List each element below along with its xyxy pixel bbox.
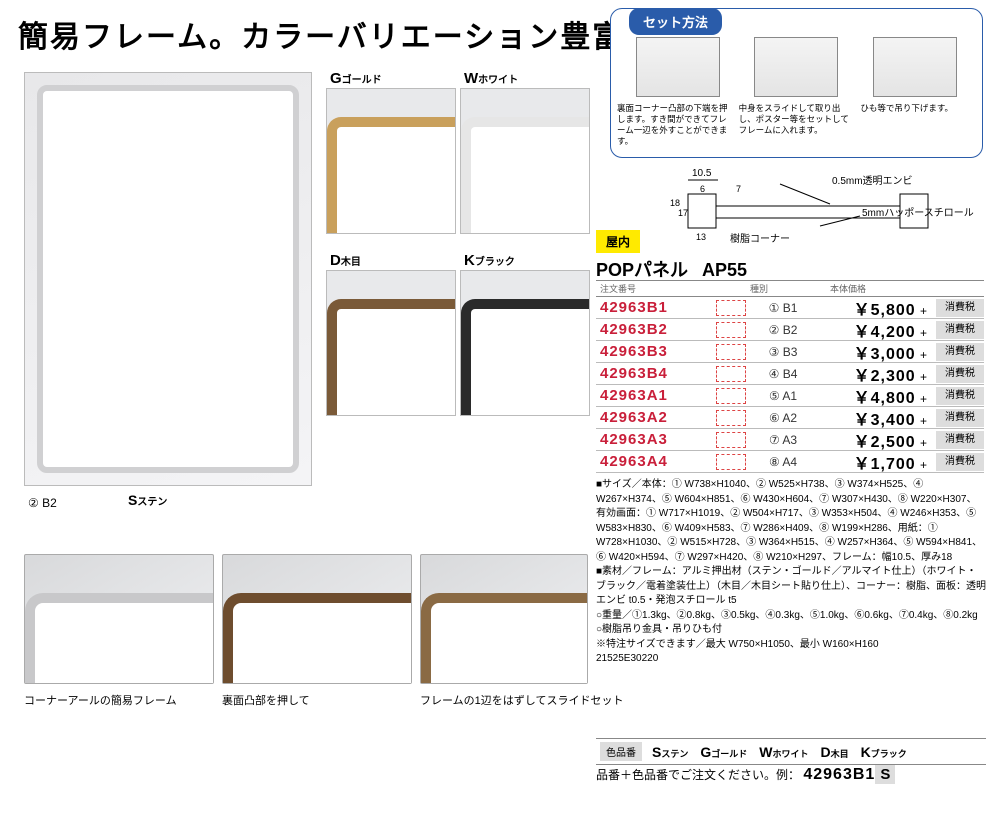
price-row: 42963B1 ① B1 ￥5,800 + 消費税 [596,297,984,319]
color-box [716,366,746,382]
color-box [716,344,746,360]
tax-label: 消費税 [936,343,984,361]
set-icon-2 [754,37,838,97]
detail-image-3 [420,554,588,684]
price-row: 42963A1 ⑤ A1 ￥4,800 + 消費税 [596,385,984,407]
tax-label: 消費税 [936,365,984,383]
set-caption-1: 裏面コーナー凸部の下端を押します。すき間ができてフレーム一辺を外すことができます… [617,103,733,147]
svg-text:13: 13 [696,232,706,242]
order-number: 42963A3 [596,431,716,448]
spec-line: ※特注サイズできます／最大 W750×H1050、最小 W160×H160 [596,638,986,653]
indoor-badge: 屋内 [596,230,640,253]
svg-text:18: 18 [670,198,680,208]
color-code-w: Wホワイト [759,744,808,760]
svg-text:10.5: 10.5 [692,168,712,179]
size-type: ⑤ A1 [746,389,820,403]
col-type: 種別 [746,281,826,296]
color-box [716,432,746,448]
order-number: 42963A4 [596,453,716,470]
price-row: 42963A4 ⑧ A4 ￥1,700 + 消費税 [596,451,984,473]
spec-line: ■サイズ／本体：① W738×H1040、② W525×H738、③ W374×… [596,478,986,565]
color-code-d: D木目 [821,744,849,760]
size-type: ① B1 [746,301,820,315]
price-value: ￥5,800 + [820,296,932,320]
tax-label: 消費税 [936,431,984,449]
color-codes-row: 色品番 SステンGゴールドWホワイトD木目Kブラック [596,738,986,765]
size-type: ③ B3 [746,345,820,359]
spec-line: ○樹脂吊り金具・吊りひも付 [596,623,986,638]
svg-text:6: 6 [700,184,705,194]
tax-label: 消費税 [936,321,984,339]
col-order: 注文番号 [596,281,746,296]
svg-text:5mmハッポースチロール: 5mmハッポースチロール [862,207,974,219]
tax-label: 消費税 [936,453,984,471]
price-table: 注文番号 種別 本体価格 42963B1 ① B1 ￥5,800 + 消費税42… [596,280,984,473]
order-number: 42963B4 [596,365,716,382]
set-icon-3 [873,37,957,97]
price-row: 42963B2 ② B2 ￥4,200 + 消費税 [596,319,984,341]
product-title: POPパネルAP55 [596,256,747,282]
order-number: 42963A1 [596,387,716,404]
spec-line: 21525E30220 [596,652,986,667]
color-code-g: Gゴールド [700,744,747,760]
specs-block: ■サイズ／本体：① W738×H1040、② W525×H738、③ W374×… [596,478,986,667]
size-type: ④ B4 [746,367,820,381]
spec-line: ○重量／①1.3kg、②0.8kg、③0.5kg、④0.3kg、⑤1.0kg、⑥… [596,609,986,624]
detail-image-2 [222,554,412,684]
swatch-g: Gゴールド [326,72,456,234]
price-row: 42963B3 ③ B3 ￥3,000 + 消費税 [596,341,984,363]
color-box [716,322,746,338]
main-color-label: Sステン [128,492,167,508]
main-product-image [24,72,312,486]
price-value: ￥3,000 + [820,340,932,364]
detail-caption-1: コーナーアールの簡易フレーム [24,692,177,708]
color-box [716,410,746,426]
color-box [716,300,746,316]
size-type: ② B2 [746,323,820,337]
order-example: 品番＋色品番でご注文ください。例： 42963B1S [596,766,895,784]
size-type: ⑦ A3 [746,433,820,447]
svg-text:7: 7 [736,184,741,194]
detail-image-1 [24,554,214,684]
color-box [716,454,746,470]
set-caption-2: 中身をスライドして取り出し、ポスター等をセットしてフレームに入れます。 [739,103,855,147]
set-method-badge: セット方法 [629,8,722,35]
price-row: 42963A2 ⑥ A2 ￥3,400 + 消費税 [596,407,984,429]
set-method-box: セット方法 裏面コーナー凸部の下端を押します。すき間ができてフレーム一辺を外すこ… [610,8,983,158]
svg-text:0.5mm透明エンビ: 0.5mm透明エンビ [832,175,913,187]
color-code-s: Sステン [652,744,688,760]
tax-label: 消費税 [936,409,984,427]
price-value: ￥4,800 + [820,384,932,408]
cross-section-diagram: 10.5 6 7 18 17 13 0.5mm透明エンビ 5mmハッポースチロー… [600,166,990,246]
swatch-w: Wホワイト [460,72,590,234]
spec-line: ■素材／フレーム：アルミ押出材（ステン・ゴールド／アルマイト仕上）（ホワイト・ブ… [596,565,986,609]
price-value: ￥1,700 + [820,450,932,474]
tax-label: 消費税 [936,299,984,317]
order-number: 42963B3 [596,343,716,360]
svg-text:17: 17 [678,208,688,218]
order-number: 42963B2 [596,321,716,338]
price-row: 42963B4 ④ B4 ￥2,300 + 消費税 [596,363,984,385]
color-code-k: Kブラック [861,744,907,760]
svg-text:樹脂コーナー: 樹脂コーナー [730,232,790,245]
price-value: ￥4,200 + [820,318,932,342]
headline: 簡易フレーム。カラーバリエーション豊富。 [18,12,656,56]
tax-label: 消費税 [936,387,984,405]
set-icon-1 [636,37,720,97]
size-type: ⑥ A2 [746,411,820,425]
price-row: 42963A3 ⑦ A3 ￥2,500 + 消費税 [596,429,984,451]
swatch-d: D木目 [326,254,456,416]
order-number: 42963B1 [596,299,716,316]
price-value: ￥2,300 + [820,362,932,386]
order-number: 42963A2 [596,409,716,426]
color-box [716,388,746,404]
set-caption-3: ひも等で吊り下げます。 [860,103,976,147]
price-value: ￥2,500 + [820,428,932,452]
price-value: ￥3,400 + [820,406,932,430]
col-price: 本体価格 [826,281,984,296]
detail-caption-3: フレームの1辺をはずしてスライドセット [420,692,623,708]
detail-caption-2: 裏面凸部を押して [222,692,310,708]
size-type: ⑧ A4 [746,455,820,469]
swatch-k: Kブラック [460,254,590,416]
